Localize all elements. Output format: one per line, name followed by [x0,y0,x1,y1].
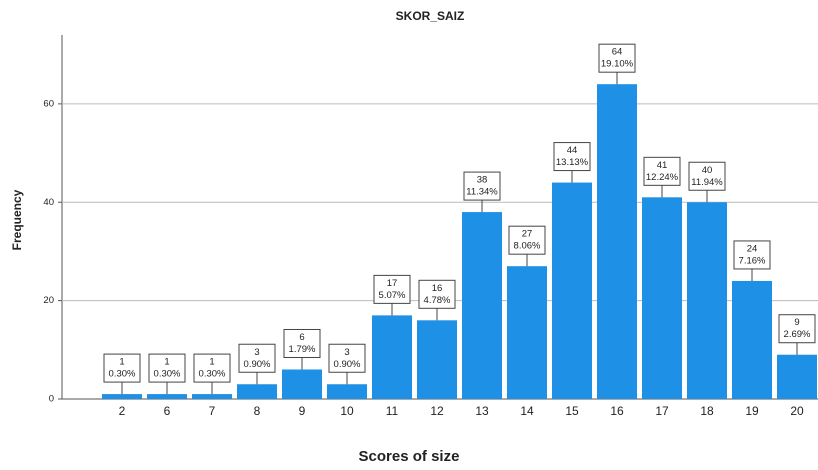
x-tick-label: 16 [610,404,624,418]
y-tick-label: 60 [43,98,54,109]
percent-label: 7.16% [739,255,766,266]
callout-box [733,240,771,270]
callout-box [598,43,636,73]
percent-label: 11.94% [691,177,723,188]
data-label: 27 [522,229,533,240]
callout-box [508,225,546,255]
percent-label: 0.90% [334,359,361,370]
data-label: 1 [164,357,169,368]
bar [552,182,592,399]
percent-label: 19.10% [601,59,634,70]
callout-box [148,353,186,383]
callout-box [103,353,141,383]
x-tick-label: 19 [745,404,759,418]
callout-box [238,343,276,373]
data-label: 1 [119,357,124,368]
data-label: 3 [344,347,349,358]
callout-box [463,171,501,201]
percent-label: 0.30% [109,369,136,380]
percent-label: 11.34% [466,187,498,198]
percent-label: 5.07% [379,290,406,301]
bar [732,280,772,399]
data-label: 24 [747,243,758,254]
callout-box [688,161,726,191]
bar [417,320,457,399]
x-tick-label: 14 [520,404,534,418]
x-tick-label: 8 [254,404,261,418]
bar [282,369,322,399]
callout-box [418,279,456,309]
percent-label: 2.69% [784,329,811,340]
percent-label: 12.24% [646,172,679,183]
bar [462,212,502,399]
callout-box [778,314,816,344]
data-label: 41 [657,160,668,171]
bar [327,384,367,399]
x-axis-label: Scores of size [359,448,460,465]
x-tick-label: 17 [655,404,669,418]
data-label: 9 [794,317,799,328]
data-label: 64 [612,47,623,58]
callout-box [283,328,321,358]
y-tick-label: 20 [43,295,54,306]
data-label: 1 [209,357,214,368]
y-tick-label: 40 [43,197,54,208]
y-axis-label: Frequency [10,189,24,250]
data-label: 44 [567,145,578,156]
percent-label: 8.06% [514,241,541,252]
bar [507,266,547,399]
bar [597,84,637,400]
bar [372,315,412,399]
x-tick-label: 13 [475,404,489,418]
data-label: 3 [254,347,259,358]
percent-label: 4.78% [424,295,451,306]
x-tick-label: 12 [430,404,444,418]
bar [192,394,232,399]
data-label: 17 [387,278,398,289]
callout-box [373,274,411,304]
bar [147,394,187,399]
x-tick-label: 7 [209,404,216,418]
percent-label: 1.79% [289,344,316,355]
bar [642,197,682,399]
callout-box [643,156,681,186]
x-tick-label: 6 [164,404,171,418]
x-tick-label: 11 [386,404,399,418]
percent-label: 0.90% [244,359,271,370]
bar [687,202,727,399]
data-label: 40 [702,165,713,176]
bar [777,354,817,399]
x-tick-label: 10 [340,404,354,418]
data-label: 16 [432,283,443,294]
data-label: 6 [299,332,304,343]
callout-box [193,353,231,383]
bar [237,384,277,399]
y-tick-label: 0 [49,394,54,405]
percent-label: 0.30% [199,369,226,380]
data-label: 38 [477,175,488,186]
x-tick-label: 9 [299,404,306,418]
chart-title: SKOR_SAIZ [396,9,465,23]
x-tick-label: 18 [700,404,714,418]
callout-box [553,142,591,172]
percent-label: 13.13% [556,157,589,168]
percent-label: 0.30% [154,369,181,380]
x-tick-label: 20 [790,404,804,418]
x-tick-label: 2 [119,404,126,418]
bar [102,394,142,399]
x-tick-label: 15 [565,404,579,418]
callout-box [328,343,366,373]
